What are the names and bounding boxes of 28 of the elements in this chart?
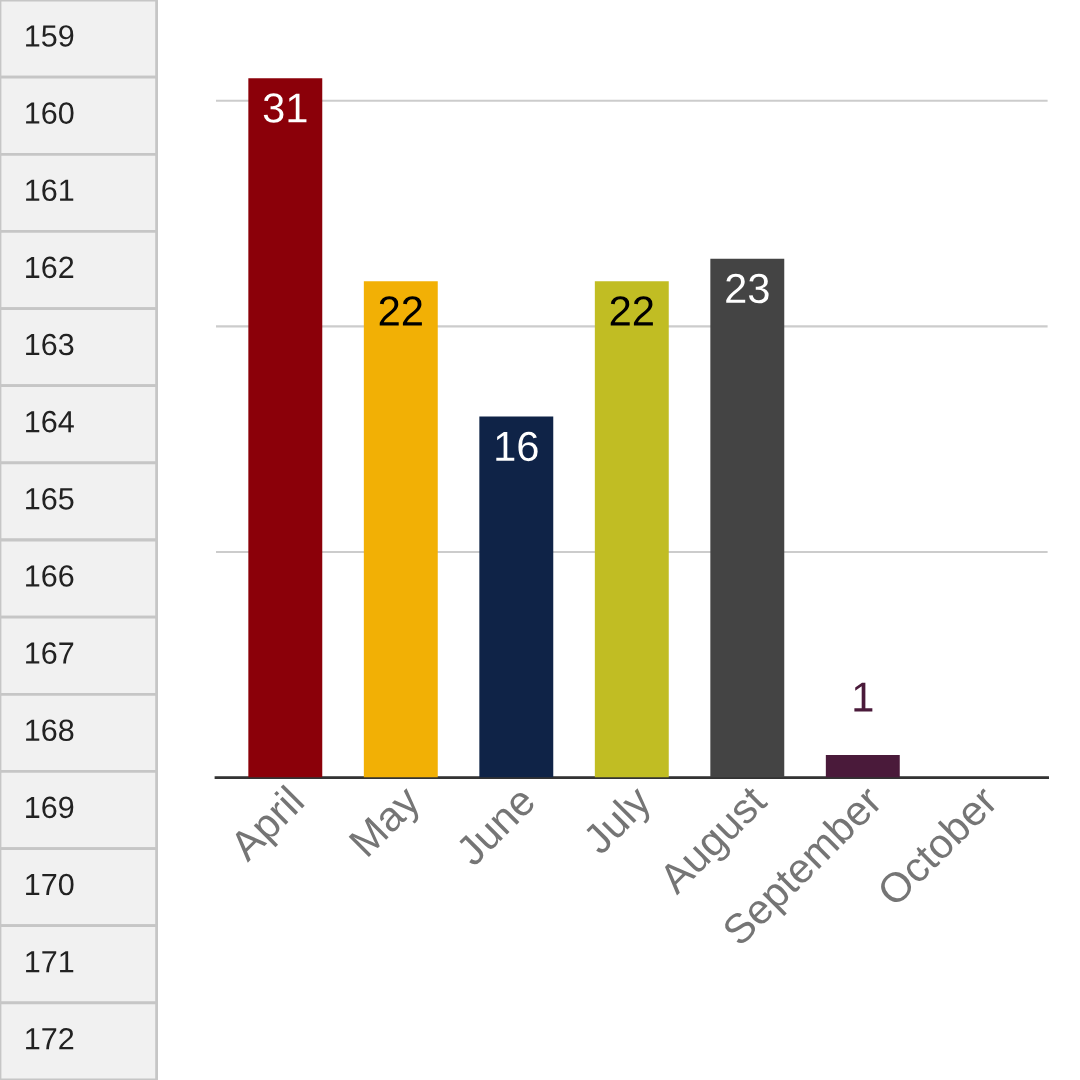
text: 161	[26, 179, 74, 202]
text: 159	[26, 25, 74, 47]
text: 168	[26, 719, 74, 742]
data-label: 23	[726, 273, 769, 304]
bar	[594, 281, 669, 778]
bar	[710, 258, 785, 778]
text: 165	[26, 487, 74, 510]
text: 169	[26, 796, 74, 819]
text: 166	[26, 565, 74, 587]
text: 163	[26, 333, 74, 356]
bar	[479, 416, 554, 778]
data-label: 22	[610, 296, 653, 326]
x-tick-label: July	[579, 782, 660, 862]
text: 167	[26, 642, 74, 664]
text: 171	[26, 951, 74, 973]
data-label: 22	[379, 296, 422, 326]
x-tick-label: May	[348, 783, 429, 864]
data-label: 31	[263, 93, 307, 123]
text: 162	[26, 256, 74, 279]
bar	[248, 78, 323, 778]
text: 170	[26, 873, 74, 896]
bar	[825, 755, 900, 778]
data-label: 16	[496, 431, 538, 462]
text: 160	[26, 102, 74, 124]
bar	[363, 281, 438, 778]
data-label: 1	[854, 682, 873, 712]
text: 164	[26, 410, 74, 433]
text: 172	[26, 1027, 74, 1050]
